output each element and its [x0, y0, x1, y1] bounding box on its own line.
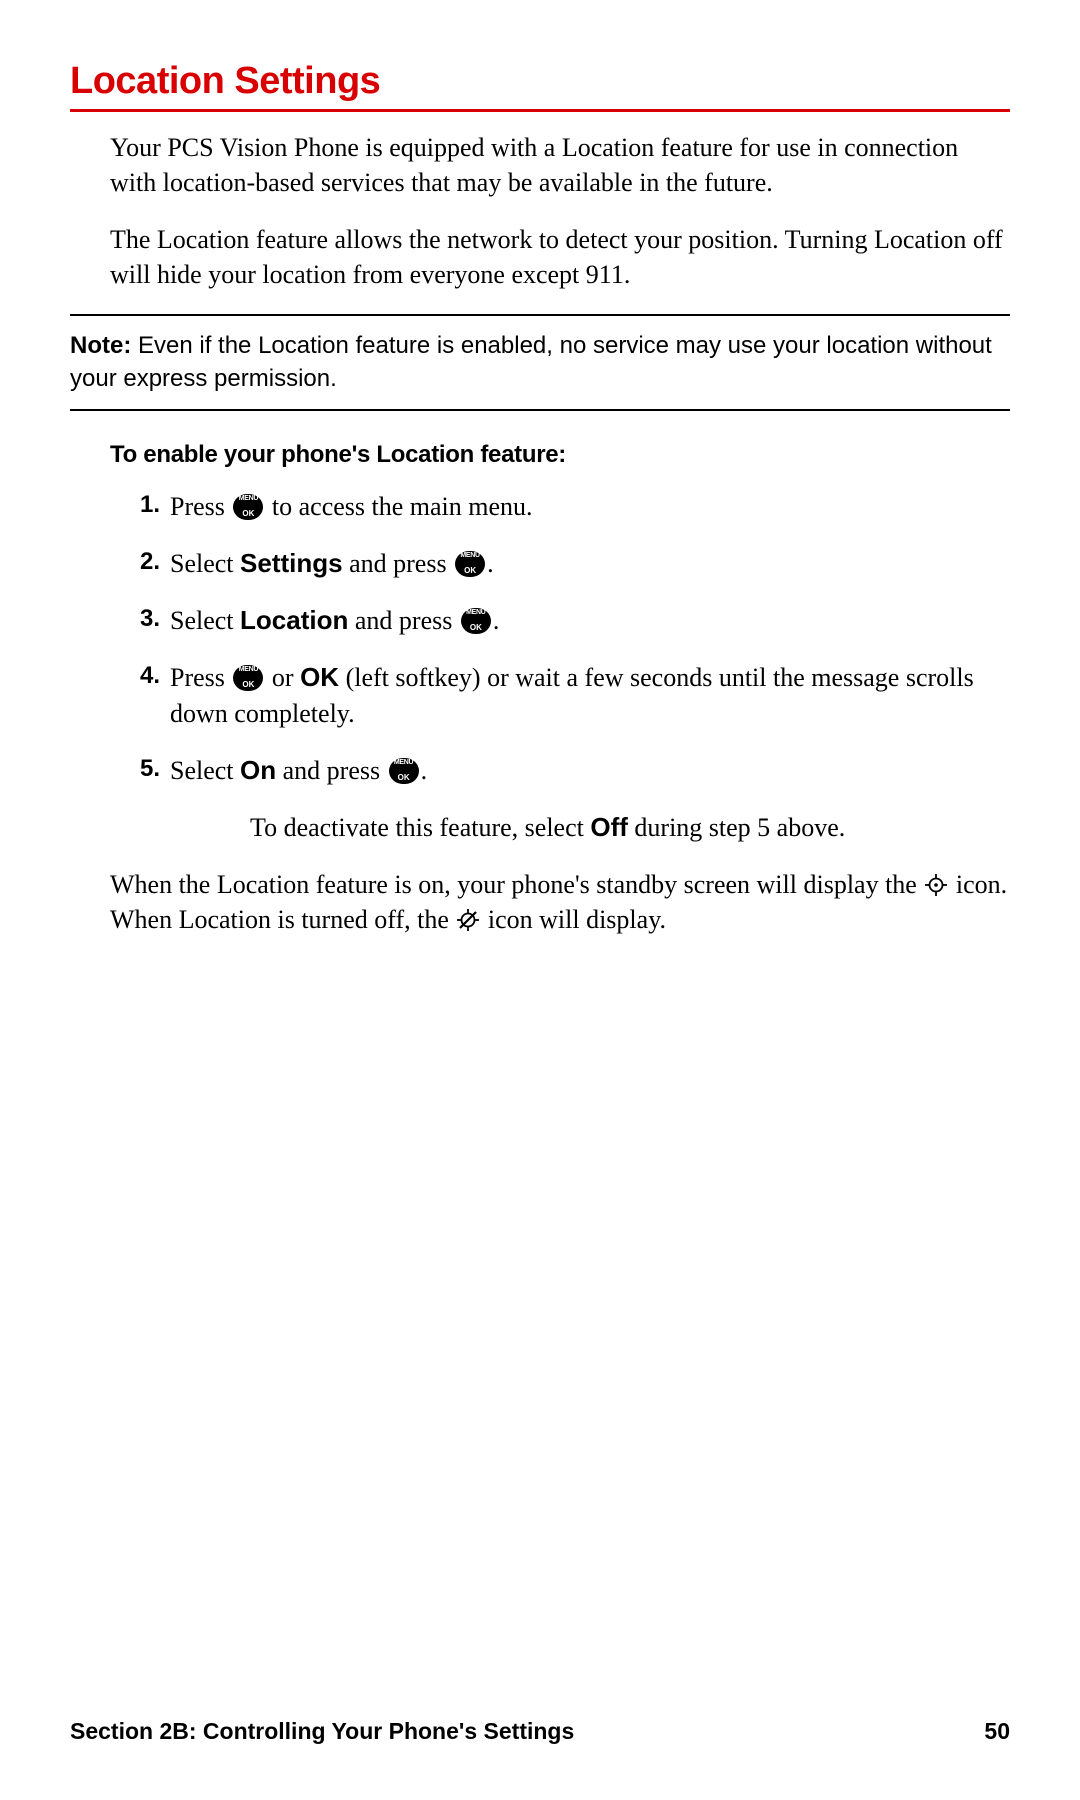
step-text: or — [265, 663, 300, 692]
page-footer: Section 2B: Controlling Your Phone's Set… — [70, 1718, 1010, 1745]
step-4: 4. Press or OK (left softkey) or wait a … — [170, 660, 1010, 730]
text: When the Location feature is on, your ph… — [110, 870, 923, 899]
steps-list: 1. Press to access the main menu. 2. Sel… — [170, 489, 1010, 788]
footer-section: Section 2B: Controlling Your Phone's Set… — [70, 1718, 574, 1745]
step-number: 3. — [124, 603, 160, 635]
text: To deactivate this feature, select — [250, 813, 590, 842]
menu-ok-icon — [389, 758, 419, 784]
bold-term: Settings — [240, 548, 343, 578]
page-heading: Location Settings — [70, 60, 1010, 112]
step-5: 5. Select On and press . — [170, 753, 1010, 788]
deactivate-note: To deactivate this feature, select Off d… — [250, 810, 1010, 845]
step-text: Select — [170, 606, 240, 635]
step-text: Press — [170, 492, 231, 521]
step-text: . — [493, 606, 500, 635]
procedure-heading: To enable your phone's Location feature: — [110, 441, 1010, 469]
note-label: Note: — [70, 332, 131, 359]
step-3: 3. Select Location and press . — [170, 603, 1010, 638]
menu-ok-icon — [455, 551, 485, 577]
step-text: Select — [170, 549, 240, 578]
bold-term: Off — [590, 812, 628, 842]
step-text: to access the main menu. — [265, 492, 532, 521]
menu-ok-icon — [461, 608, 491, 634]
location-on-icon — [925, 870, 947, 892]
note-text: Even if the Location feature is enabled,… — [70, 332, 992, 391]
step-number: 1. — [124, 489, 160, 521]
footer-page-number: 50 — [984, 1718, 1010, 1745]
intro-para-2: The Location feature allows the network … — [110, 222, 1010, 292]
location-off-icon — [457, 905, 479, 927]
step-number: 5. — [124, 753, 160, 785]
menu-ok-icon — [233, 665, 263, 691]
bold-term: OK — [300, 662, 339, 692]
step-number: 4. — [124, 660, 160, 692]
step-text: and press — [348, 606, 458, 635]
step-number: 2. — [124, 546, 160, 578]
menu-ok-icon — [233, 494, 263, 520]
step-text: and press — [343, 549, 453, 578]
step-text: . — [421, 756, 428, 785]
closing-para: When the Location feature is on, your ph… — [110, 867, 1010, 937]
step-1: 1. Press to access the main menu. — [170, 489, 1010, 524]
step-text: and press — [276, 756, 386, 785]
step-text: Press — [170, 663, 231, 692]
text: during step 5 above. — [628, 813, 845, 842]
bold-term: Location — [240, 605, 348, 635]
note-box: Note: Even if the Location feature is en… — [70, 314, 1010, 411]
step-2: 2. Select Settings and press . — [170, 546, 1010, 581]
intro-para-1: Your PCS Vision Phone is equipped with a… — [110, 130, 1010, 200]
bold-term: On — [240, 755, 276, 785]
text: icon will display. — [481, 905, 666, 934]
step-text: . — [487, 549, 494, 578]
step-text: Select — [170, 756, 240, 785]
